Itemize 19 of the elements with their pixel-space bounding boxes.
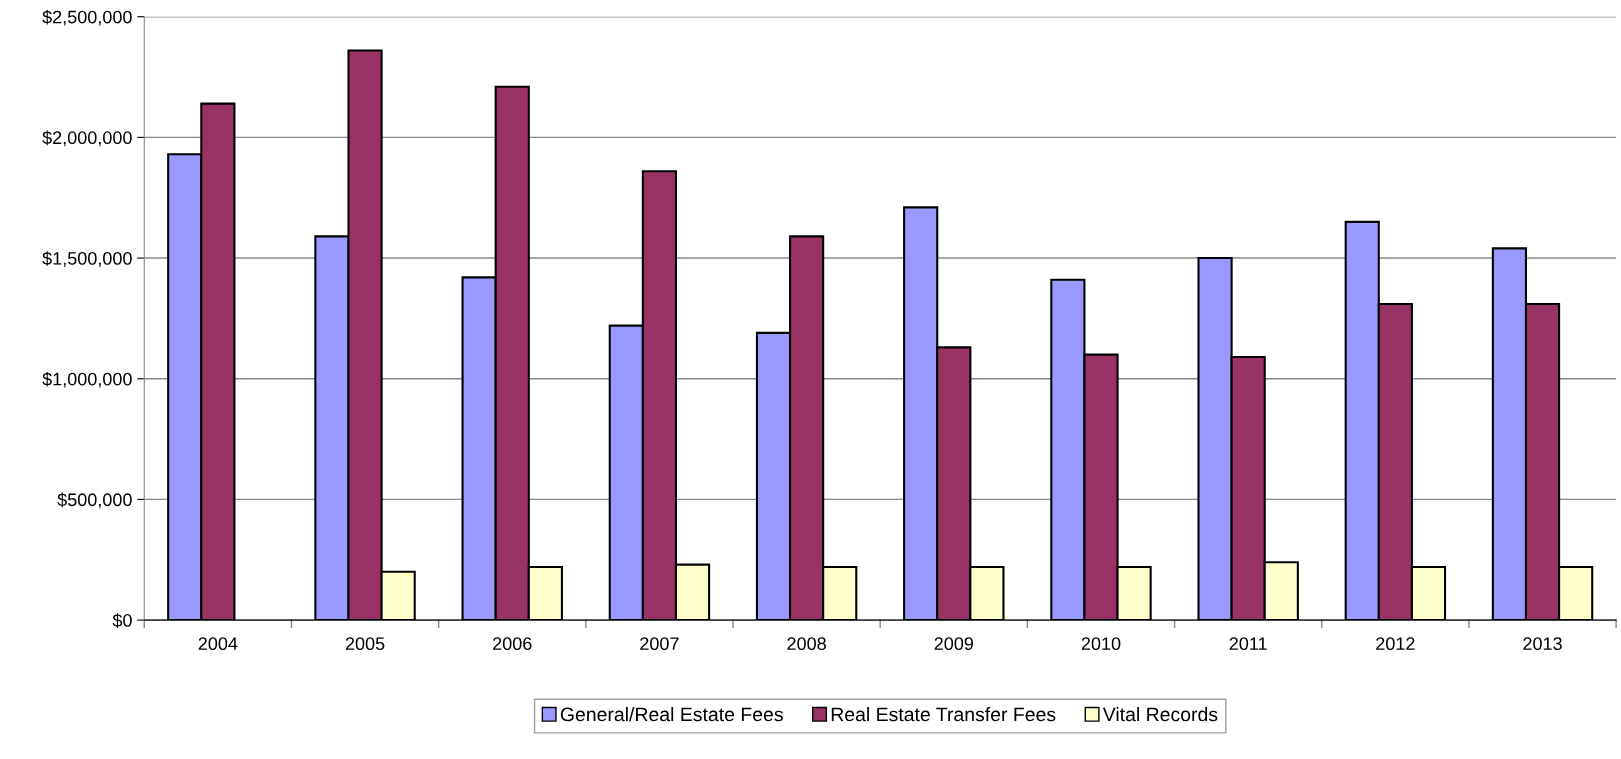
x-tick-label: 2006: [493, 637, 532, 651]
y-tick-label: $1,000,000: [42, 371, 132, 388]
x-tick-label: 2005: [345, 637, 385, 651]
x-tick-label: 2013: [1523, 637, 1562, 651]
x-tick-label: 2008: [787, 637, 826, 651]
legend-label: Vital Records: [1102, 706, 1218, 722]
y-tick-label: $2,000,000: [42, 130, 132, 147]
y-tick-label: $500,000: [57, 492, 132, 509]
y-tick-label: $1,500,000: [42, 251, 132, 267]
x-tick-label: 2009: [934, 637, 974, 651]
x-tick-label: 2011: [1229, 637, 1267, 651]
legend-label: General/Real Estate Fees: [560, 706, 783, 722]
x-tick-label: 2012: [1376, 637, 1415, 651]
legend-label: Real Estate Transfer Fees: [831, 706, 1056, 722]
x-tick-label: 2007: [640, 637, 679, 651]
x-tick-label: 2010: [1081, 637, 1121, 651]
y-tick-label: $0: [112, 613, 132, 628]
x-tick-label: 2004: [198, 637, 238, 651]
y-tick-label: $2,500,000: [42, 9, 132, 26]
